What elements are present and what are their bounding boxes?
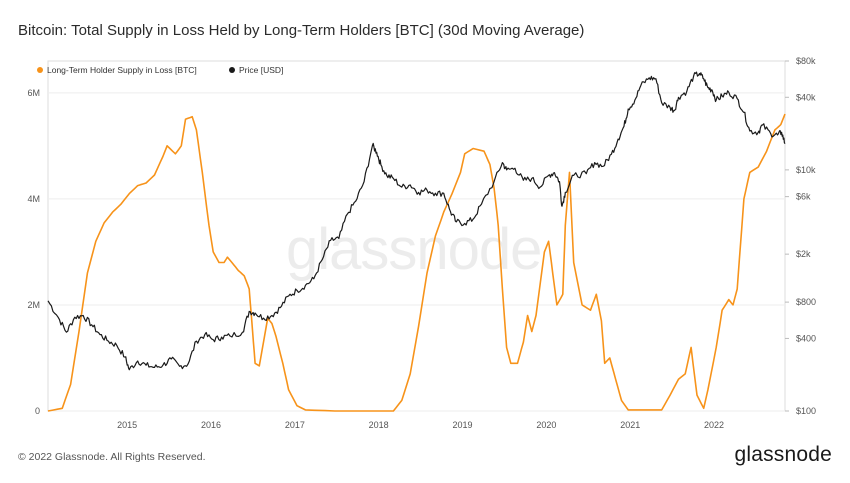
plot-border xyxy=(47,60,786,412)
legend-price-label: Price [USD] xyxy=(239,65,283,75)
y-right-tick-label: $6k xyxy=(796,192,811,202)
y-left-tick-label: 6M xyxy=(27,88,40,98)
y-left-tick-label: 0 xyxy=(35,406,40,416)
y-right-tick-label: $2k xyxy=(796,249,811,259)
y-right-tick-label: $800 xyxy=(796,297,816,307)
series-line-price xyxy=(47,71,786,371)
y-right-tick-label: $100 xyxy=(796,406,816,416)
x-tick-label: 2020 xyxy=(536,420,556,430)
glassnode-logo: glassnode xyxy=(734,443,832,466)
y-left-tick-label: 2M xyxy=(27,300,40,310)
x-tick-label: 2015 xyxy=(117,420,137,430)
legend-price-marker xyxy=(229,67,235,73)
x-tick-label: 2022 xyxy=(704,420,724,430)
y-left-tick-label: 4M xyxy=(27,194,40,204)
legend-lth-marker xyxy=(37,67,43,73)
x-tick-label: 2021 xyxy=(620,420,640,430)
x-tick-label: 2019 xyxy=(453,420,473,430)
x-tick-label: 2016 xyxy=(201,420,221,430)
x-tick-label: 2018 xyxy=(369,420,389,430)
legend-lth-label: Long-Term Holder Supply in Loss [BTC] xyxy=(47,65,197,75)
copyright: © 2022 Glassnode. All Rights Reserved. xyxy=(18,451,206,463)
y-right-tick-label: $40k xyxy=(796,92,816,102)
y-right-tick-label: $400 xyxy=(796,333,816,343)
chart-title: Bitcoin: Total Supply in Loss Held by Lo… xyxy=(18,22,585,39)
x-tick-label: 2017 xyxy=(285,420,305,430)
series-line-lth-supply-in-loss xyxy=(47,113,786,412)
y-right-tick-label: $10k xyxy=(796,165,816,175)
y-right-tick-label: $80k xyxy=(796,56,816,66)
